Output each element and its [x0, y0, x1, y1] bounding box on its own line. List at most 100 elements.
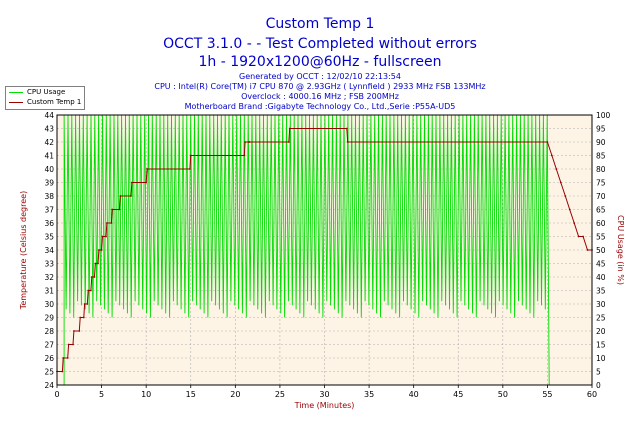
legend-item-custom-temp: Custom Temp 1: [9, 97, 81, 107]
y-tick-label: 44: [44, 111, 54, 120]
y-tick-label: 29: [44, 314, 54, 323]
y-axis-label: Temperature (Celsius degree): [19, 191, 28, 310]
temperature-point: [188, 168, 191, 170]
y2-tick-label: 20: [596, 327, 606, 336]
temperature-point: [111, 208, 114, 211]
x-tick-label: 25: [275, 390, 285, 399]
y2-tick-label: 50: [596, 246, 606, 255]
legend-label-custom-temp: Custom Temp 1: [27, 98, 82, 106]
temperature-point: [98, 249, 100, 251]
temperature-point: [555, 168, 558, 170]
temperature-point: [248, 141, 251, 143]
temperature-point: [86, 303, 89, 305]
y2-tick-label: 35: [596, 287, 606, 296]
temperature-point: [110, 222, 113, 224]
temperature-point: [83, 303, 86, 305]
y2-tick-label: 25: [596, 314, 606, 323]
y-tick-label: 38: [44, 192, 54, 201]
temperature-point: [62, 357, 65, 359]
cpu-info: CPU : Intel(R) Core(TM) i7 CPU 870 @ 2.9…: [154, 82, 486, 91]
temperature-point: [586, 249, 589, 251]
temperature-point: [559, 181, 562, 184]
temperature-point: [79, 316, 82, 319]
temperature-point: [131, 181, 133, 184]
y2-tick-label: 60: [596, 219, 606, 228]
legend-label-cpu-usage: CPU Usage: [27, 88, 66, 96]
y2-axis-label: CPU Usage (in %): [616, 215, 625, 285]
temperature-point: [568, 208, 571, 211]
legend: CPU Usage Custom Temp 1: [5, 86, 85, 110]
temperature-point: [346, 141, 349, 143]
x-tick-labels: 0 5 10 15 20 25 30 35 40 45 50 55 60: [54, 385, 597, 399]
x-tick-label: 5: [99, 390, 104, 399]
temperature-point: [72, 343, 74, 346]
y-tick-label: 28: [44, 327, 54, 336]
chart-title: Custom Temp 1: [265, 16, 375, 32]
y-tick-label: 39: [44, 179, 54, 188]
temperature-point: [243, 154, 246, 157]
temperature-point: [118, 208, 121, 211]
temperature-point: [61, 370, 64, 373]
temperature-point: [573, 222, 576, 224]
y2-tick-label: 45: [596, 260, 606, 269]
y2-tick-label: 85: [596, 152, 606, 161]
motherboard-info: Motherboard Brand :Gigabyte Technology C…: [184, 102, 456, 111]
cpu-usage-line: [57, 114, 592, 386]
y2-tick-label: 75: [596, 179, 606, 188]
temperature-point: [90, 276, 93, 278]
x-tick-label: 55: [542, 390, 552, 399]
y-tick-labels: 24 25 26 27 28 29 30 31 32 33 34 35 36 37 38 39 40 41 42 43…: [44, 111, 54, 390]
y2-tick-label: 100: [596, 111, 611, 120]
cpu-usage-series: [57, 114, 592, 386]
temperature-point: [577, 235, 580, 238]
y2-tick-label: 10: [596, 354, 606, 363]
y-tick-label: 34: [44, 246, 54, 255]
temperature-point: [345, 127, 348, 130]
x-tick-label: 15: [186, 390, 196, 399]
temperature-point: [287, 141, 290, 143]
y-tick-label: 43: [44, 125, 54, 134]
y2-tick-label: 65: [596, 206, 606, 215]
temperature-point: [94, 262, 97, 265]
y2-tick-labels: 0 5 10 15 20 25 30 35 40 45 50 55 60 65 70 75 80 85 90 95 10…: [596, 111, 611, 390]
temperature-point: [89, 289, 92, 292]
temperature-point: [244, 141, 247, 143]
x-tick-label: 60: [587, 390, 597, 399]
temperature-point: [146, 168, 148, 170]
y2-tick-label: 80: [596, 165, 606, 174]
temperature-point: [130, 195, 132, 197]
chart-subtitle: OCCT 3.1.0 - - Test Completed without er…: [163, 36, 477, 52]
y2-tick-label: 40: [596, 273, 606, 282]
temperature-point: [189, 154, 192, 157]
y-tick-label: 33: [44, 260, 54, 269]
x-tick-label: 50: [498, 390, 508, 399]
temperature-point: [93, 276, 96, 278]
y2-tick-label: 30: [596, 300, 606, 309]
temperature-point: [97, 262, 99, 265]
temperature-point: [106, 222, 108, 224]
y-tick-label: 41: [44, 152, 54, 161]
x-axis-label: Time (Minutes): [294, 401, 355, 410]
temperature-line: [57, 128, 592, 372]
temperature-point: [66, 357, 69, 359]
y-tick-label: 35: [44, 233, 54, 242]
y-tick-label: 37: [44, 206, 54, 215]
x-tick-label: 10: [141, 390, 151, 399]
overclock-info: Overclock : 4000.16 MHz ; FSB 200MHz: [241, 92, 399, 101]
temperature-point: [100, 249, 103, 251]
y2-tick-label: 90: [596, 138, 606, 147]
temperature-point: [87, 289, 90, 292]
temperature-point: [582, 235, 584, 238]
temperature-point: [101, 235, 104, 238]
y2-tick-label: 95: [596, 125, 606, 134]
legend-item-cpu-usage: CPU Usage: [9, 87, 65, 97]
y2-tick-label: 70: [596, 192, 606, 201]
temperature-point: [105, 235, 107, 238]
x-tick-label: 40: [409, 390, 419, 399]
temperature-point: [119, 195, 122, 197]
y2-tick-label: 5: [596, 368, 601, 377]
y-tick-label: 24: [44, 381, 54, 390]
x-tick-label: 20: [230, 390, 240, 399]
temperature-point: [288, 127, 291, 130]
